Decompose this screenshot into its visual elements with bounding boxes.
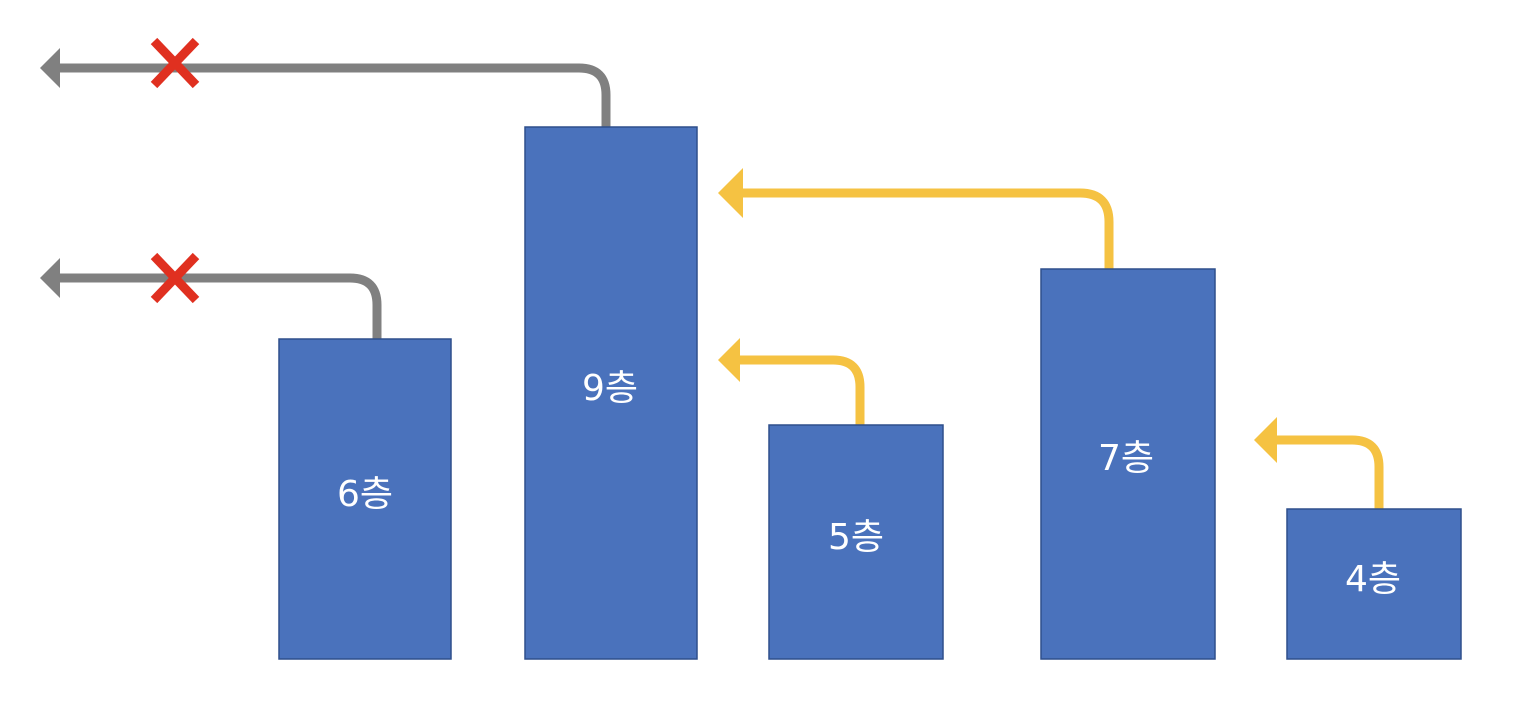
blocked-arrow-from-9 <box>40 37 611 127</box>
blocked-arrow-9-line <box>56 63 611 127</box>
visible-arrow-5-line <box>738 355 865 425</box>
visible-arrow-7-line <box>738 188 1114 269</box>
building-5-body <box>768 424 944 660</box>
building-9: 9층 <box>524 126 698 660</box>
visible-arrow-5-head <box>718 338 740 382</box>
visible-arrow-7-to-9 <box>718 168 1114 269</box>
visible-arrow-4-line <box>1274 435 1384 509</box>
building-9-label: 9층 <box>582 368 638 409</box>
building-4-label: 4층 <box>1345 559 1401 600</box>
building-9-body <box>524 126 698 660</box>
building-4: 4층 <box>1286 508 1462 660</box>
blocked-arrow-from-6 <box>40 252 382 339</box>
blocked-arrow-9-head <box>40 48 60 88</box>
building-7-body <box>1040 268 1216 660</box>
visible-arrow-4-head <box>1254 417 1277 463</box>
visible-arrow-5-to-9 <box>718 338 865 425</box>
building-4-body <box>1286 508 1462 660</box>
building-6: 6층 <box>278 338 452 660</box>
visible-arrow-4-to-7 <box>1254 417 1384 509</box>
building-5: 5층 <box>768 424 944 660</box>
building-6-label: 6층 <box>337 474 393 515</box>
building-7-label: 7층 <box>1098 438 1154 479</box>
cross-icon <box>150 252 200 304</box>
building-5-label: 5층 <box>828 517 884 558</box>
building-6-body <box>278 338 452 660</box>
blocked-arrow-6-line <box>56 273 382 339</box>
building-7: 7층 <box>1040 268 1216 660</box>
visible-arrow-7-head <box>718 168 743 218</box>
cross-icon <box>150 37 200 89</box>
blocked-arrow-6-head <box>40 258 60 298</box>
